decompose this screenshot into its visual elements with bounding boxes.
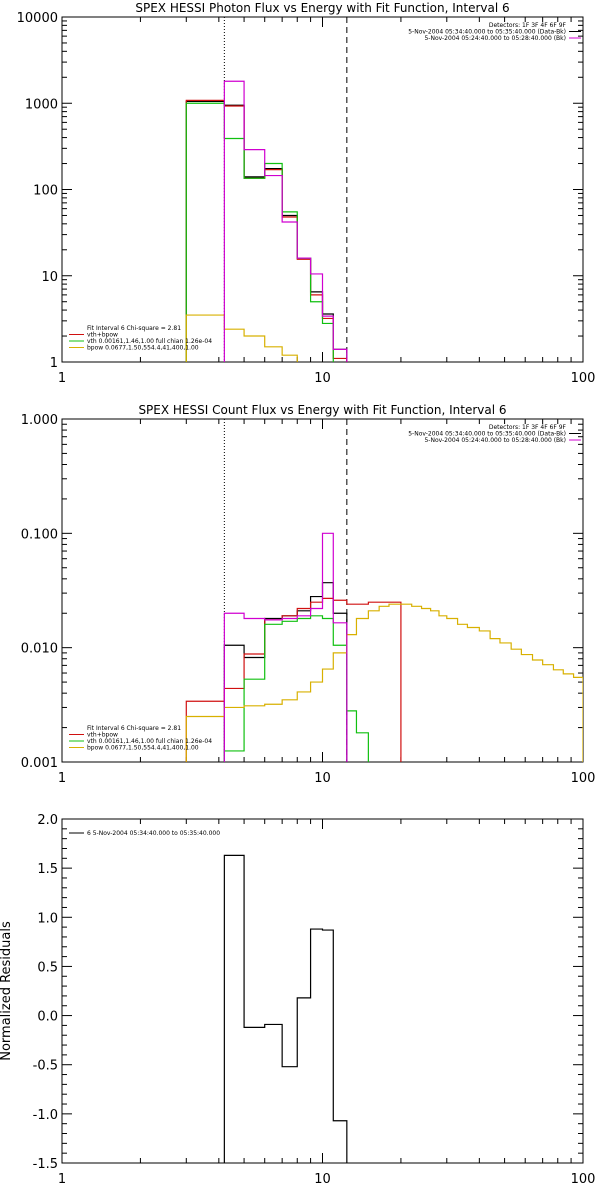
y-tick-label: -1.0 bbox=[33, 1108, 58, 1123]
plot-frame bbox=[61, 818, 584, 1164]
chart-title: SPEX HESSI Photon Flux vs Energy with Fi… bbox=[135, 1, 509, 15]
legend-entry: Fit Interval 6 Chi-square = 2.81 bbox=[87, 325, 181, 332]
series-line-1 bbox=[185, 100, 348, 362]
series-line-2 bbox=[185, 597, 402, 762]
legend-entry: vth+bpow bbox=[87, 332, 118, 339]
x-tick-label: 10 bbox=[314, 1172, 331, 1187]
chart-panel-2: SPEX HESSI Count Flux vs Energy with Fit… bbox=[21, 403, 596, 786]
legend-entry: vth+bpow bbox=[87, 732, 118, 739]
x-tick-label: 10 bbox=[314, 371, 331, 386]
legend-entry: Fit Interval 6 Chi-square = 2.81 bbox=[87, 725, 181, 732]
y-tick-label: 1.5 bbox=[37, 862, 58, 877]
x-tick-label: 1 bbox=[58, 1172, 66, 1187]
x-tick-label: 1 bbox=[58, 371, 66, 386]
y-tick-label: 0.001 bbox=[21, 756, 58, 771]
chart-title: SPEX HESSI Count Flux vs Energy with Fit… bbox=[138, 403, 506, 417]
x-tick-label: 100 bbox=[571, 1172, 596, 1187]
series-line-1 bbox=[223, 854, 348, 1163]
y-axis-label: Normalized Residuals bbox=[0, 921, 14, 1061]
y-tick-label: 2.0 bbox=[37, 813, 58, 828]
y-tick-label: 0.100 bbox=[21, 527, 58, 542]
legend-entry: 6 5-Nov-2004 05:34:40.000 to 05:35:40.00… bbox=[87, 830, 220, 837]
legend-entry: vth 0.00161,1.46,1.00 full chian 1.26e-0… bbox=[87, 338, 212, 345]
y-tick-label: 100 bbox=[33, 184, 58, 199]
legend-entry: bpow 0.0677,1.50,554.4,41,400,1.00 bbox=[87, 745, 199, 752]
y-tick-label: 10000 bbox=[17, 11, 58, 26]
legend-entry: 5-Nov-2004 05:24:40.000 to 05:28:40.000 … bbox=[424, 35, 566, 42]
y-tick-label: 0.010 bbox=[21, 642, 58, 657]
y-tick-label: 1000 bbox=[25, 97, 58, 112]
y-tick-label: 10 bbox=[41, 270, 58, 285]
x-tick-label: 100 bbox=[571, 371, 596, 386]
y-tick-label: -1.5 bbox=[33, 1157, 58, 1172]
series-line-5 bbox=[223, 80, 348, 362]
legend-entry: Detectors: 1F 3F 4F 6F 9F bbox=[489, 424, 567, 431]
chart-panel-1: SPEX HESSI Photon Flux vs Energy with Fi… bbox=[17, 1, 596, 386]
x-tick-label: 10 bbox=[314, 771, 331, 786]
series-line-3 bbox=[223, 615, 369, 762]
legend-entry: vth 0.00161,1.46,1.00 full chian 1.26e-0… bbox=[87, 738, 212, 745]
y-tick-label: 1.0 bbox=[37, 911, 58, 926]
y-tick-label: 1 bbox=[50, 356, 58, 371]
chart-panel-3: 1 10 100 -1.5 -1.0 -0.5 0.0 0.5 1.0 1.5 2.0 Normali… bbox=[0, 813, 595, 1187]
series-line-2 bbox=[185, 99, 348, 362]
legend-entry: Detectors: 1F 3F 4F 6F 9F bbox=[489, 22, 567, 29]
y-tick-label: 1.000 bbox=[21, 413, 58, 428]
legend-entry: 5-Nov-2004 05:34:40.000 to 05:35:40.000 … bbox=[408, 431, 566, 438]
legend-entry: bpow 0.0677,1.50,554.4,41,400,1.00 bbox=[87, 345, 199, 352]
x-tick-label: 1 bbox=[58, 771, 66, 786]
series-line-3 bbox=[185, 102, 334, 362]
legend-entry: 5-Nov-2004 05:24:40.000 to 05:28:40.000 … bbox=[424, 437, 566, 444]
x-tick-label: 100 bbox=[571, 771, 596, 786]
legend-entry: 5-Nov-2004 05:34:40.000 to 05:35:40.000 … bbox=[408, 29, 566, 36]
y-tick-label: 0.0 bbox=[37, 1010, 58, 1025]
y-tick-label: -0.5 bbox=[33, 1059, 58, 1074]
series-line-5 bbox=[223, 532, 348, 762]
y-tick-label: 0.5 bbox=[37, 960, 58, 975]
series-line-4 bbox=[185, 603, 583, 762]
series-line-1 bbox=[223, 582, 348, 762]
